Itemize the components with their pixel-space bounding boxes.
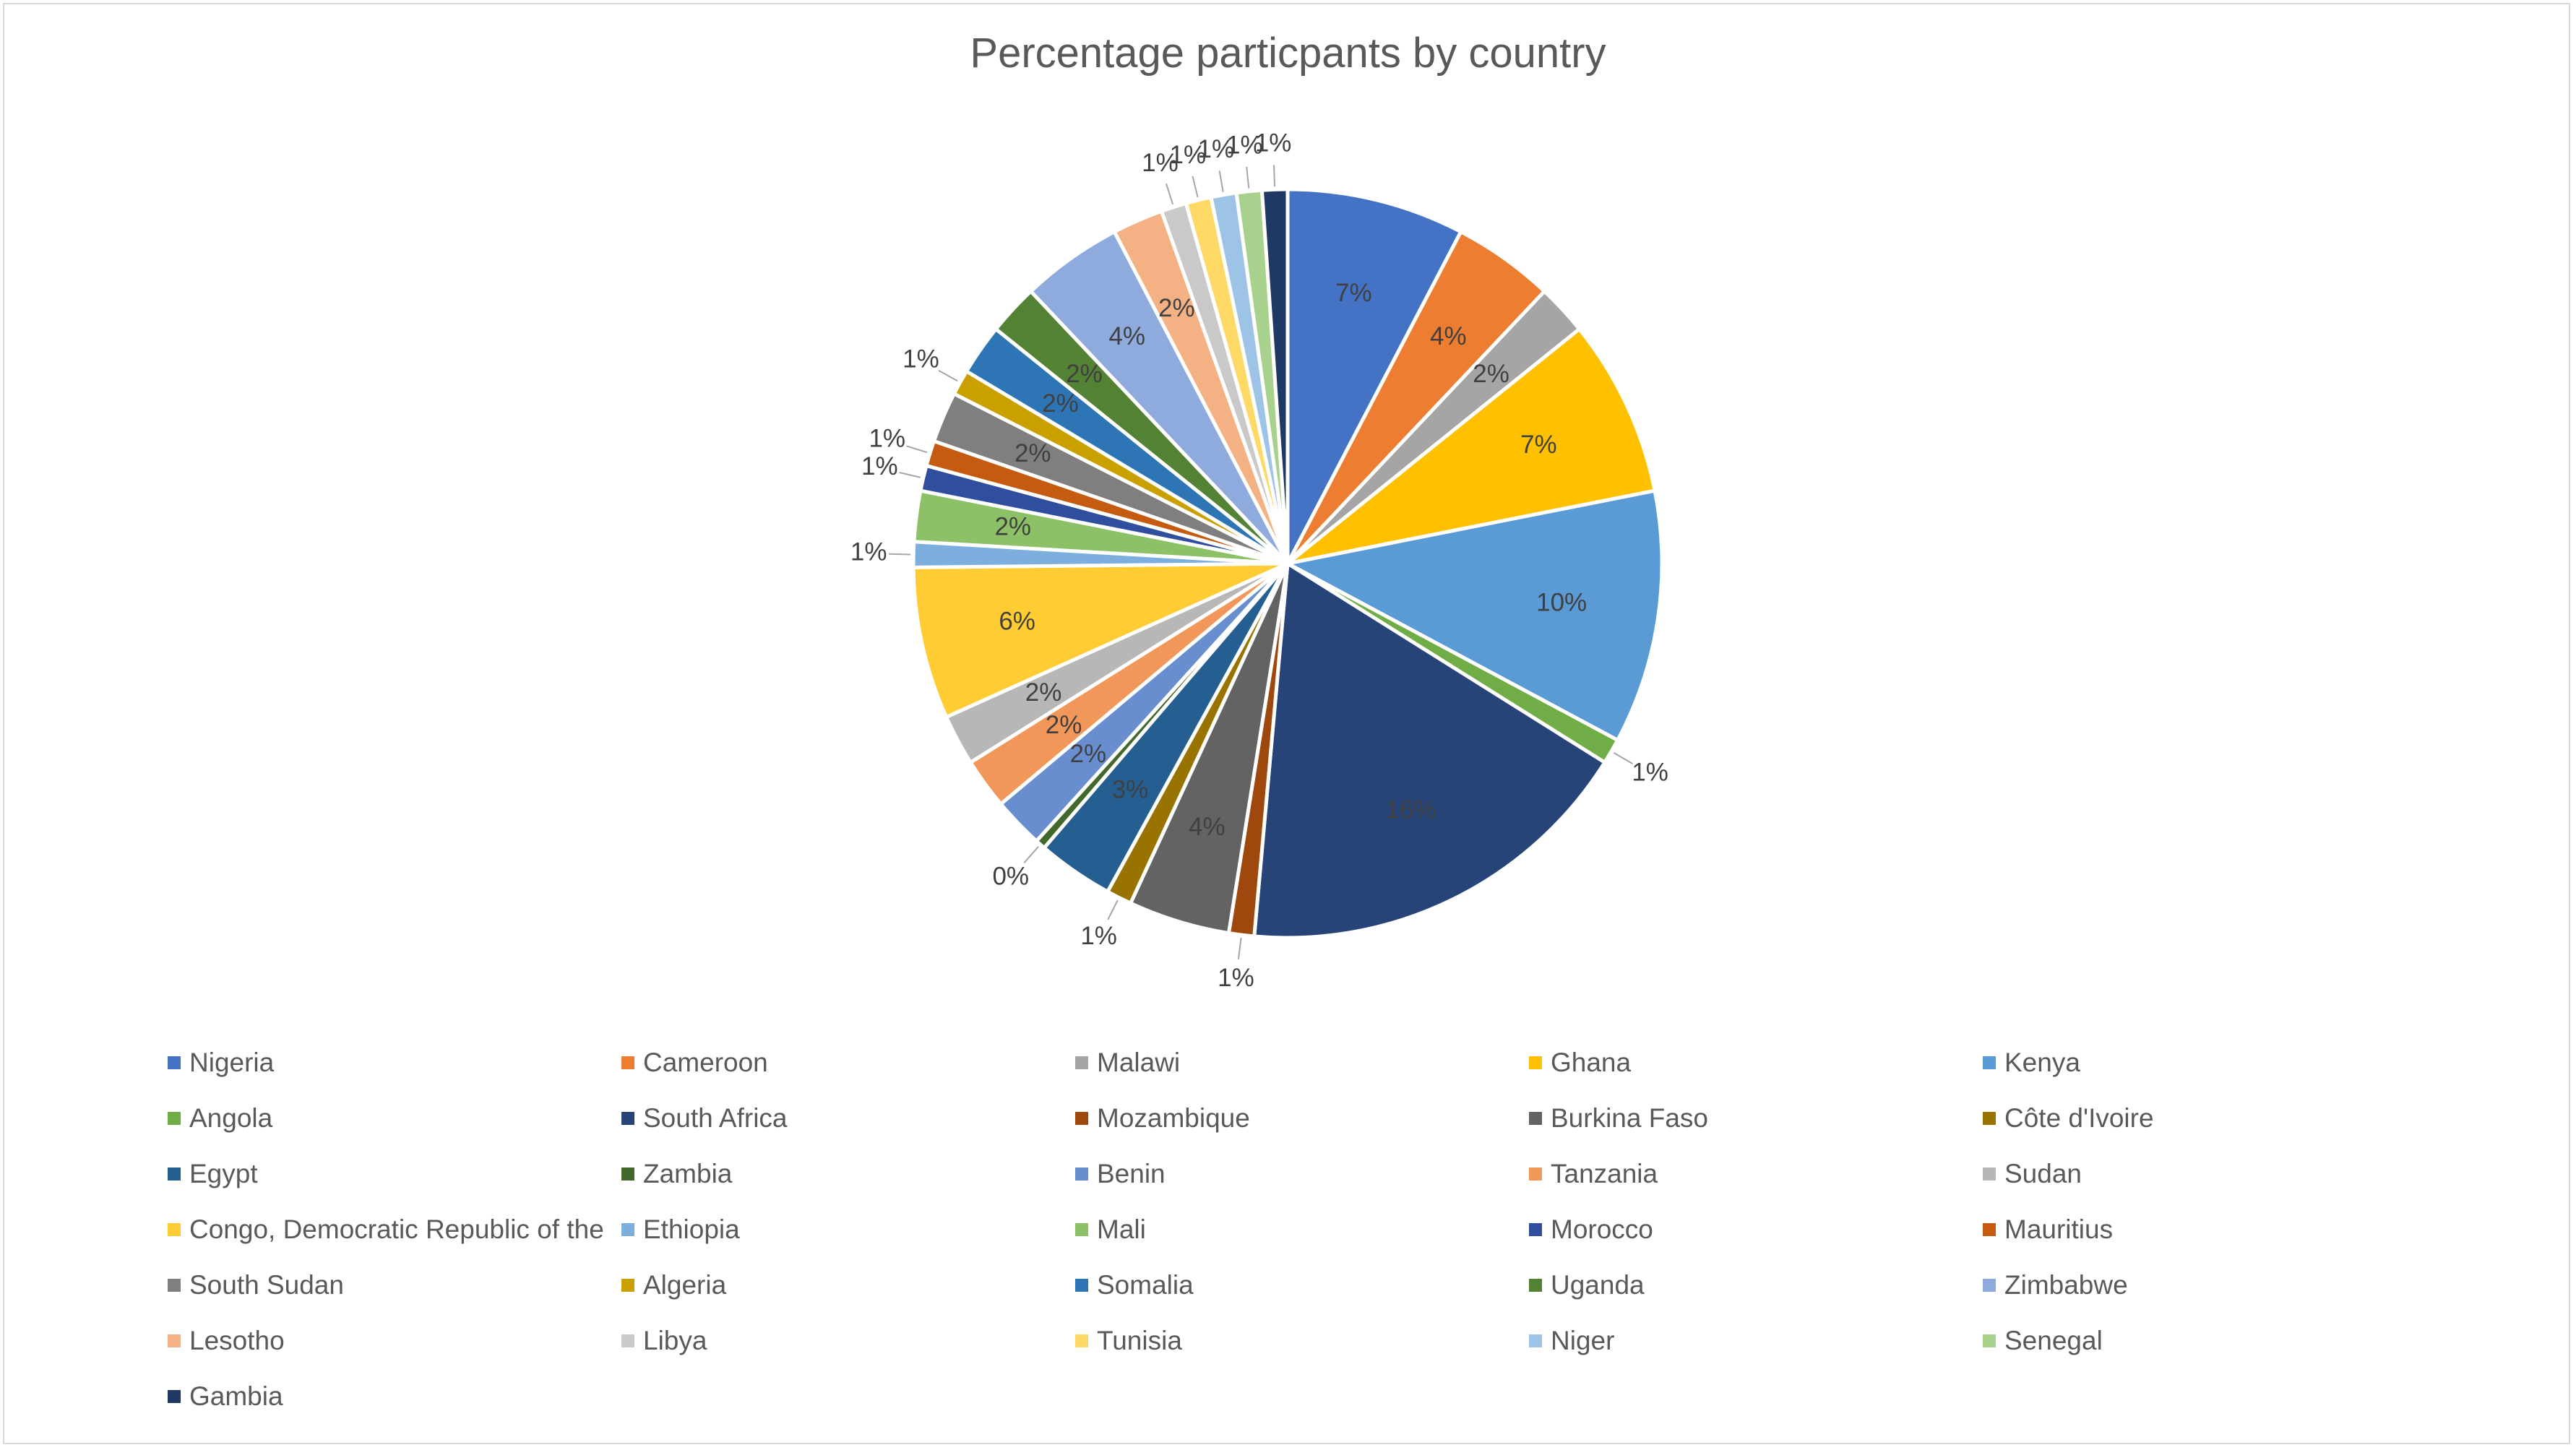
- data-label: 2%: [1066, 360, 1103, 388]
- pie-slice-south-africa: [1252, 560, 1608, 940]
- data-label: 2%: [1025, 678, 1062, 707]
- data-label: 1%: [1255, 129, 1292, 157]
- pie-slice-ghana: [1286, 326, 1658, 566]
- data-label: 2%: [1015, 439, 1051, 467]
- data-label: 1%: [1142, 149, 1179, 177]
- leader-line: [938, 369, 958, 382]
- pie-slice-kenya: [1282, 488, 1664, 743]
- leader-line: [899, 472, 921, 478]
- data-label: 10%: [1536, 589, 1587, 617]
- data-label: 2%: [1042, 389, 1079, 418]
- pie-slice-gambia: [1259, 187, 1290, 564]
- pie-slice-nigeria: [1285, 187, 1464, 565]
- leader-line: [1165, 183, 1174, 205]
- leader-line: [906, 445, 928, 454]
- data-label: 4%: [1108, 322, 1145, 350]
- data-label: 2%: [994, 513, 1031, 541]
- data-label: 0%: [992, 863, 1029, 891]
- data-label: 1%: [1226, 131, 1263, 159]
- data-label: 1%: [1218, 964, 1254, 992]
- leader-line: [889, 553, 911, 556]
- data-label: 2%: [1158, 294, 1195, 322]
- data-label: 1%: [1080, 922, 1117, 950]
- leader-line: [1613, 752, 1633, 764]
- leader-line: [1023, 846, 1039, 863]
- leader-line: [1246, 166, 1250, 189]
- data-label: 3%: [1112, 776, 1149, 804]
- chart-title: Percentage particpants by country: [970, 30, 1606, 77]
- leader-line: [1273, 165, 1276, 187]
- leader-line: [1192, 176, 1199, 198]
- data-label: 1%: [850, 538, 887, 566]
- data-label: 1%: [1632, 758, 1668, 786]
- data-label: 16%: [1385, 796, 1436, 824]
- data-label: 2%: [1046, 711, 1082, 739]
- data-label: 2%: [1070, 740, 1107, 768]
- leader-line: [1107, 899, 1119, 920]
- data-label: 4%: [1189, 813, 1225, 841]
- data-label: 7%: [1335, 279, 1372, 307]
- data-label: 1%: [903, 345, 939, 374]
- leader-line: [1237, 937, 1242, 959]
- data-label: 1%: [1169, 141, 1206, 169]
- data-label: 6%: [999, 608, 1035, 636]
- data-label: 2%: [1473, 360, 1509, 388]
- pie-slice-congo-democratic-republic-of-the: [911, 561, 1289, 720]
- data-label: 7%: [1520, 431, 1557, 459]
- data-label: 4%: [1430, 322, 1467, 350]
- data-label: 1%: [861, 452, 898, 480]
- data-label: 1%: [1198, 135, 1235, 163]
- data-label: 1%: [869, 424, 905, 452]
- leader-line: [1218, 170, 1224, 192]
